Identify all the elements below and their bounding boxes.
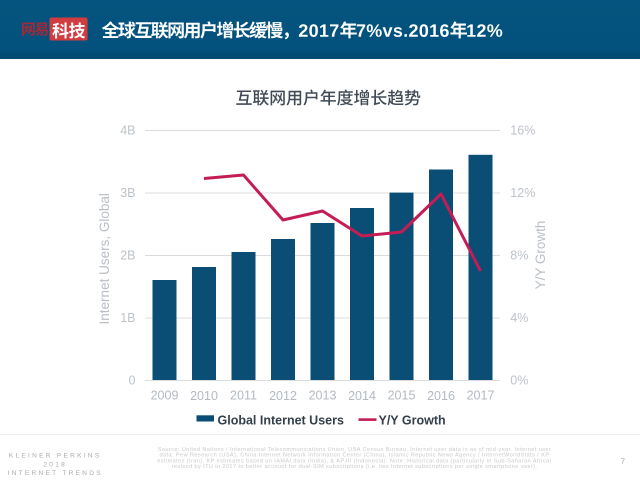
svg-text:4B: 4B xyxy=(120,124,135,138)
svg-text:2015: 2015 xyxy=(388,389,416,403)
svg-text:2B: 2B xyxy=(120,249,135,263)
svg-text:INTERNET TRENDS: INTERNET TRENDS xyxy=(8,470,103,477)
svg-text:0%: 0% xyxy=(510,374,528,388)
svg-text:12%: 12% xyxy=(510,186,535,200)
svg-text:2017: 2017 xyxy=(467,389,495,403)
svg-text:2014: 2014 xyxy=(348,389,376,403)
svg-text:Y/Y Growth: Y/Y Growth xyxy=(379,413,446,427)
svg-text:7: 7 xyxy=(621,456,625,465)
svg-text:3B: 3B xyxy=(120,186,135,200)
svg-text:Source: United Nations / Inter: Source: United Nations / International T… xyxy=(158,447,551,453)
svg-text:revised by ITU in 2017 to bett: revised by ITU in 2017 to better account… xyxy=(172,464,538,470)
svg-text:0: 0 xyxy=(129,374,136,388)
svg-text:Y/Y Growth: Y/Y Growth xyxy=(533,221,548,290)
svg-text:4%: 4% xyxy=(510,311,528,325)
svg-text:2012: 2012 xyxy=(269,389,297,403)
svg-text:2016: 2016 xyxy=(427,389,455,403)
svg-text:8%: 8% xyxy=(510,249,528,263)
svg-text:KLEINER PERKINS: KLEINER PERKINS xyxy=(9,452,102,459)
svg-text:16%: 16% xyxy=(510,124,535,138)
svg-text:2011: 2011 xyxy=(230,389,257,403)
svg-text:data: Pew Research (USA), Chin: data: Pew Research (USA), China Internet… xyxy=(160,453,550,459)
svg-text:2009: 2009 xyxy=(151,389,179,403)
svg-text:estimates (Iran). KP estimates: estimates (Iran). KP estimates based on … xyxy=(157,458,551,464)
svg-text:Internet Users, Global: Internet Users, Global xyxy=(97,193,112,324)
svg-text:2018: 2018 xyxy=(43,461,67,468)
svg-text:2010: 2010 xyxy=(190,389,218,403)
svg-text:2013: 2013 xyxy=(309,389,337,403)
svg-text:Global Internet Users: Global Internet Users xyxy=(218,413,344,427)
svg-text:1B: 1B xyxy=(120,311,135,325)
